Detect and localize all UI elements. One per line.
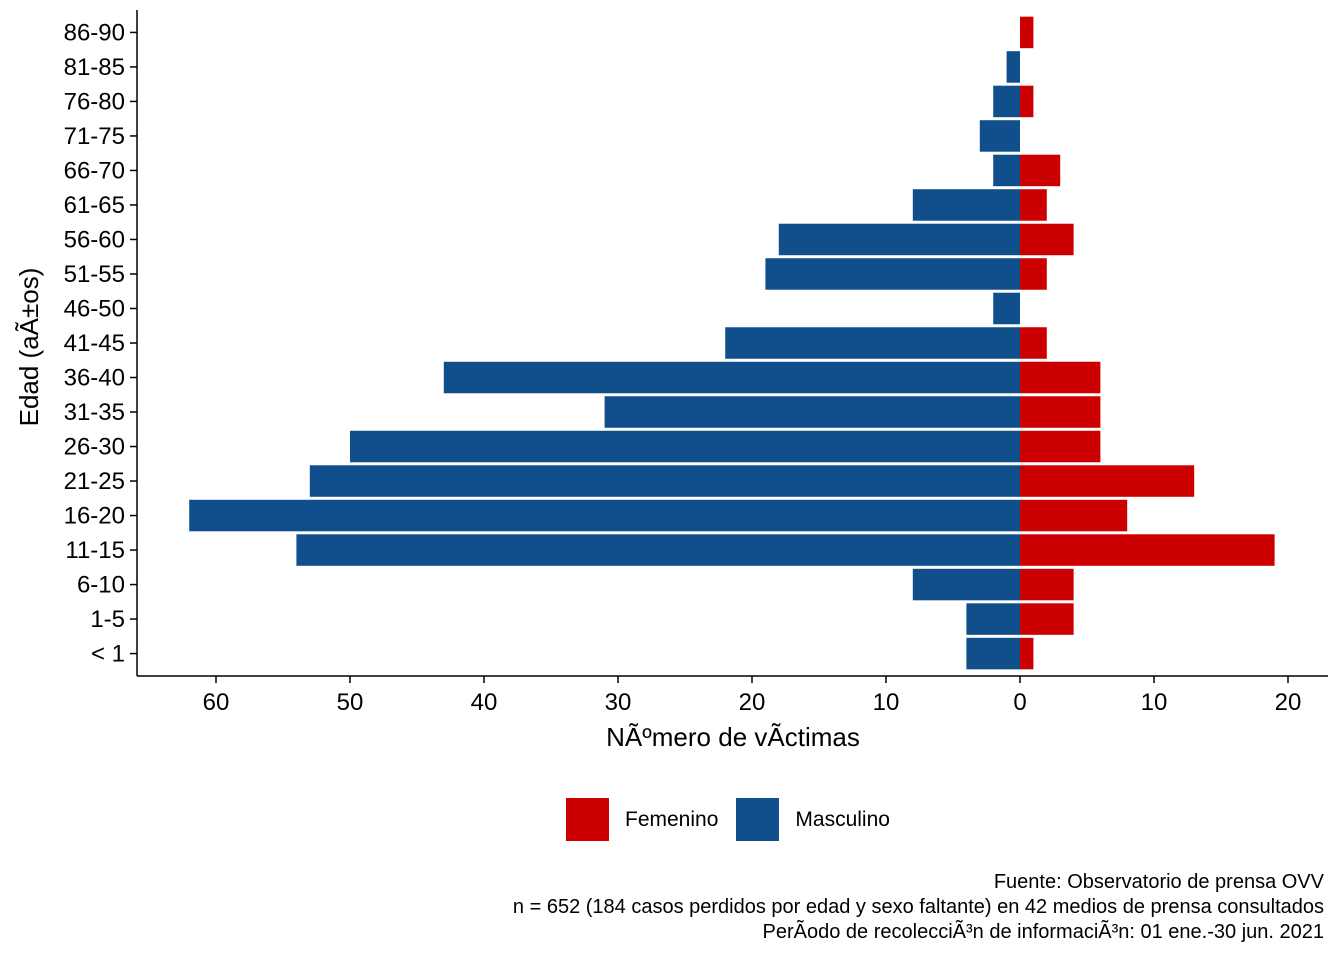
y-tick-label: 51-55 xyxy=(64,261,125,288)
bar-masculino-41-45 xyxy=(725,327,1020,359)
bar-femenino-66-70 xyxy=(1020,154,1061,187)
bar-femenino-36-40 xyxy=(1020,361,1101,394)
legend-label-femenino: Femenino xyxy=(625,807,719,831)
y-tick-label: 21-25 xyxy=(64,468,125,495)
caption-source: Fuente: Observatorio de prensa OVV xyxy=(993,871,1324,893)
x-tick-label: 20 xyxy=(1275,689,1302,716)
bar-masculino-46-50 xyxy=(993,292,1020,325)
y-tick-label: 1-5 xyxy=(90,606,125,633)
legend: Femenino Masculino xyxy=(566,798,908,841)
y-axis-title: Edad (aÃ±os) xyxy=(14,268,44,427)
bar-masculino-1-5 xyxy=(966,603,1020,635)
bar-femenino-16-20 xyxy=(1020,499,1128,532)
bar-masculino-16-20 xyxy=(189,499,1020,532)
x-tick-label: 40 xyxy=(471,689,498,716)
x-tick-label: 10 xyxy=(1141,689,1168,716)
bar-femenino-51-55 xyxy=(1020,258,1047,290)
bar-femenino-21-25 xyxy=(1020,465,1195,497)
bar-femenino-26-30 xyxy=(1020,430,1101,463)
legend-item-femenino: Femenino xyxy=(566,798,718,841)
x-tick-label: 0 xyxy=(1013,689,1026,716)
y-tick-label: 81-85 xyxy=(64,54,125,81)
bar-masculino-31-35 xyxy=(604,396,1020,428)
y-tick-label: 31-35 xyxy=(64,399,125,426)
y-tick-label: 26-30 xyxy=(64,434,125,461)
y-tick-label: 16-20 xyxy=(64,503,125,530)
bar-masculino--1 xyxy=(966,637,1020,670)
y-tick-label: 71-75 xyxy=(64,123,125,150)
caption-period: PerÃ­odo de recolecciÃ³n de informaciÃ³n… xyxy=(762,921,1324,943)
bar-masculino-6-10 xyxy=(912,568,1020,601)
caption-sample: n = 652 (184 casos perdidos por edad y s… xyxy=(512,896,1324,918)
legend-item-masculino: Masculino xyxy=(736,798,890,841)
x-tick-label: 60 xyxy=(203,689,230,716)
y-tick-label: 76-80 xyxy=(64,88,125,115)
bar-masculino-71-75 xyxy=(979,120,1020,152)
legend-swatch-femenino xyxy=(566,798,609,841)
bar-femenino--1 xyxy=(1020,637,1034,670)
bar-masculino-81-85 xyxy=(1006,51,1020,83)
bar-masculino-21-25 xyxy=(309,465,1020,497)
legend-swatch-masculino xyxy=(736,798,780,841)
x-tick-label: 10 xyxy=(873,689,900,716)
bar-femenino-6-10 xyxy=(1020,568,1074,601)
y-axis: < 1 1-5 6-10 11-15 16-20 21-25 26-30 31-35 36-40… xyxy=(64,10,138,676)
x-axis: 60 50 40 30 20 10 0 10 20 xyxy=(137,675,1328,716)
bar-masculino-56-60 xyxy=(778,223,1020,256)
bar-masculino-26-30 xyxy=(350,430,1020,463)
x-tick-label: 30 xyxy=(605,689,632,716)
legend-label-masculino: Masculino xyxy=(795,807,890,831)
y-tick-label: 56-60 xyxy=(64,226,125,253)
caption: Fuente: Observatorio de prensa OVV n = 6… xyxy=(513,870,1324,945)
bar-femenino-56-60 xyxy=(1020,223,1074,256)
bar-femenino-61-65 xyxy=(1020,189,1047,221)
x-tick-label: 50 xyxy=(337,689,364,716)
y-tick-label: 6-10 xyxy=(77,572,125,599)
bar-masculino-51-55 xyxy=(765,258,1020,290)
bar-femenino-11-15 xyxy=(1020,534,1275,566)
y-tick-label: 11-15 xyxy=(65,537,125,564)
bar-masculino-61-65 xyxy=(912,189,1020,221)
bar-femenino-41-45 xyxy=(1020,327,1047,359)
population-pyramid-chart: < 1 1-5 6-10 11-15 16-20 21-25 26-30 31-35 36-40… xyxy=(14,10,1328,752)
bar-masculino-11-15 xyxy=(296,534,1020,566)
bar-masculino-36-40 xyxy=(443,361,1020,394)
y-tick-label: 41-45 xyxy=(64,330,125,357)
y-tick-label: 36-40 xyxy=(64,365,125,392)
bars-group xyxy=(189,16,1275,670)
bar-femenino-86-90 xyxy=(1020,16,1034,49)
y-tick-label: < 1 xyxy=(91,641,125,668)
y-tick-label: 61-65 xyxy=(64,192,125,219)
y-tick-label: 46-50 xyxy=(64,295,125,322)
x-axis-title: NÃºmero de vÃ­ctimas xyxy=(606,722,860,752)
y-tick-label: 86-90 xyxy=(64,19,125,46)
y-tick-label: 66-70 xyxy=(64,157,125,184)
bar-femenino-31-35 xyxy=(1020,396,1101,428)
bar-femenino-76-80 xyxy=(1020,85,1034,118)
bar-masculino-66-70 xyxy=(993,154,1020,187)
bar-masculino-76-80 xyxy=(993,85,1020,118)
bar-femenino-1-5 xyxy=(1020,603,1074,635)
x-tick-label: 20 xyxy=(739,689,766,716)
